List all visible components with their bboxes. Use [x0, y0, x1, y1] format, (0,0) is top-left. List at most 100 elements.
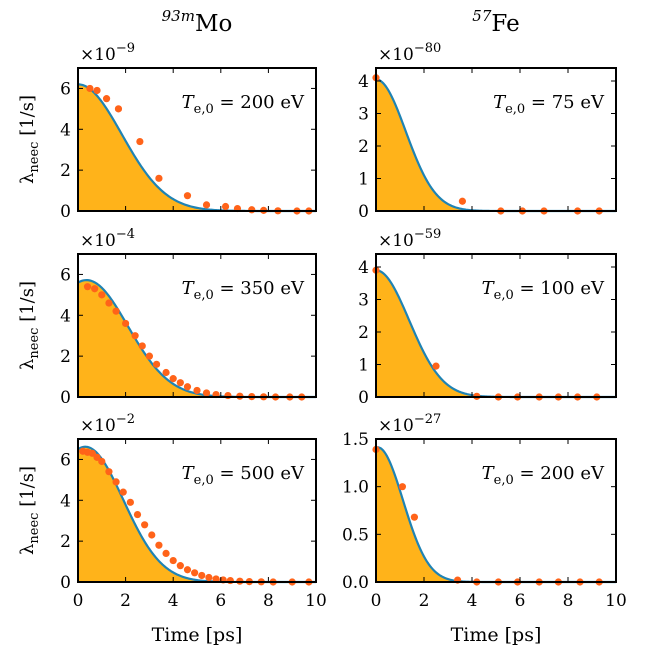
- axes-frame: [375, 438, 617, 583]
- x-tick-label: 10: [305, 591, 327, 611]
- data-point: [86, 84, 94, 93]
- y-tick-label: 4: [358, 258, 369, 278]
- temperature-annotation: Te,0 = 200 eV: [182, 92, 305, 117]
- panel-mo-2: 0 2 4 6 ×10−4 Te,0 = 350 eV λneec [1/s]: [17, 227, 317, 408]
- annotation-symbol: T: [182, 463, 196, 484]
- data-point: [138, 342, 146, 350]
- axis-multiplier-exponent: −27: [414, 412, 441, 427]
- data-point: [102, 95, 111, 103]
- annotation-symbol: T: [482, 278, 496, 299]
- axes-frame: [77, 67, 317, 212]
- y-tick-label: 6: [60, 265, 71, 285]
- annotation-value: = 350 eV: [214, 278, 305, 299]
- y-tick-label: 2: [60, 532, 71, 552]
- x-tick-label: 0: [73, 591, 84, 611]
- annotation-value: = 200 eV: [214, 92, 305, 113]
- y-tick-label: 0: [60, 388, 71, 408]
- data-point: [162, 549, 170, 558]
- annotation-symbol: T: [482, 463, 496, 484]
- y-tick-label: 1.0: [342, 478, 369, 498]
- y-axis-label: λneec [1/s]: [17, 466, 42, 555]
- temperature-annotation: Te,0 = 75 eV: [493, 92, 605, 117]
- data-point: [221, 202, 230, 211]
- data-point: [193, 386, 201, 395]
- data-point: [398, 483, 406, 491]
- data-point: [155, 541, 163, 549]
- isotope-symbol: Fe: [491, 11, 519, 37]
- data-point: [202, 201, 211, 209]
- y-tick-label: 2: [358, 137, 369, 157]
- data-point: [93, 453, 101, 461]
- data-point: [114, 105, 123, 113]
- data-point: [212, 575, 220, 583]
- data-point: [410, 513, 418, 521]
- axis-multiplier: ×10−9: [80, 41, 135, 65]
- y-tick-label: 6: [60, 450, 71, 470]
- y-label-unit: [1/s]: [17, 281, 38, 328]
- axis-multiplier-exponent: −4: [116, 227, 135, 242]
- y-tick-label: 0.0: [342, 573, 369, 593]
- panel-fe-2: 0 1 2 3 4 ×10−59 Te,0 = 100 eV: [358, 227, 617, 408]
- annotation-symbol: T: [182, 92, 196, 113]
- x-tick-label: 6: [215, 591, 226, 611]
- y-tick-label: 6: [60, 79, 71, 99]
- axis-multiplier-exponent: −80: [414, 41, 441, 56]
- y-tick-label: 2: [358, 323, 369, 343]
- y-tick-label: 0: [60, 202, 71, 222]
- axis-multiplier-exponent: −2: [116, 412, 135, 427]
- y-tick-label: 1: [358, 170, 369, 190]
- data-point: [183, 192, 192, 200]
- axis-multiplier-exponent: −9: [116, 41, 135, 56]
- temperature-annotation: Te,0 = 350 eV: [182, 278, 305, 303]
- axes-frame: [77, 438, 317, 583]
- y-axis-label: λneec [1/s]: [17, 281, 42, 370]
- isotope-mass-number: 93m: [162, 7, 195, 25]
- isotope-mass-number: 57: [472, 7, 492, 25]
- data-point: [131, 332, 139, 340]
- data-point: [183, 566, 192, 574]
- data-point: [88, 449, 96, 457]
- x-tick-label: 8: [263, 591, 274, 611]
- y-axis-label: λneec [1/s]: [17, 95, 42, 184]
- data-point: [183, 383, 192, 391]
- axes-frame: [77, 253, 317, 398]
- data-point: [122, 319, 130, 328]
- annotation-symbol: T: [182, 278, 196, 299]
- axes-frame: [375, 67, 617, 212]
- y-tick-label: 0: [60, 573, 71, 593]
- temperature-annotation: Te,0 = 100 eV: [482, 278, 605, 303]
- x-tick-label: 0: [371, 591, 382, 611]
- data-point: [145, 352, 153, 360]
- area-fill: [376, 79, 616, 211]
- data-point: [93, 86, 101, 95]
- y-tick-label: 2: [60, 347, 71, 367]
- area-fill: [78, 280, 316, 397]
- y-tick-label: 1.5: [342, 430, 369, 450]
- x-tick-label: 10: [605, 591, 627, 611]
- axis-multiplier-exponent: −59: [414, 227, 441, 242]
- y-tick-label: 0: [358, 388, 369, 408]
- data-point: [148, 531, 156, 539]
- column-title-fe-1: 57Fe: [472, 7, 519, 37]
- x-axis-label: Time [ps]: [451, 624, 542, 646]
- y-tick-label: 4: [60, 120, 71, 140]
- y-tick-label: 1: [358, 356, 369, 376]
- annotation-value: = 75 eV: [525, 92, 605, 113]
- data-point: [162, 368, 170, 377]
- annotation-value: = 100 eV: [514, 278, 605, 299]
- y-label-subscript: neec: [27, 513, 42, 544]
- y-label-symbol: λ: [17, 544, 38, 555]
- y-label-unit: [1/s]: [17, 95, 38, 142]
- y-tick-label: 4: [60, 491, 71, 511]
- data-point: [119, 488, 127, 496]
- annotation-subscript: e,0: [494, 288, 514, 303]
- data-point: [169, 375, 177, 383]
- axis-multiplier: ×10−4: [80, 227, 135, 251]
- y-tick-label: 2: [60, 161, 71, 181]
- data-point: [141, 521, 149, 529]
- y-label-unit: [1/s]: [17, 466, 38, 513]
- x-tick-label: 8: [563, 591, 574, 611]
- x-tick-label: 4: [168, 591, 179, 611]
- data-point: [152, 360, 161, 368]
